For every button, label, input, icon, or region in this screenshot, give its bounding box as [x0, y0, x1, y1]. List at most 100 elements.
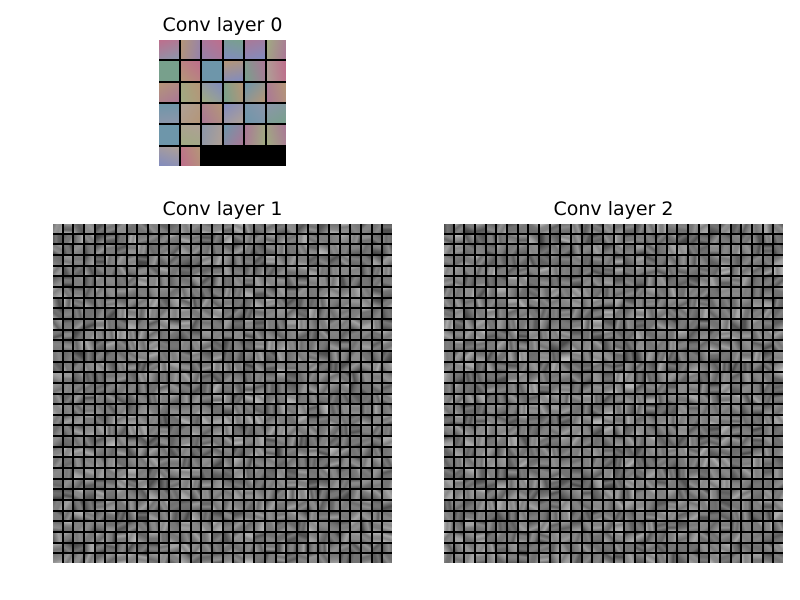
filter-tile — [212, 383, 222, 393]
filter-tile — [678, 383, 688, 393]
filter-tile — [298, 298, 307, 308]
filter-tile — [372, 501, 382, 510]
filter-tile — [351, 287, 361, 297]
filter-tile — [330, 277, 339, 286]
filter-tile — [276, 266, 286, 276]
filter-tile — [465, 426, 474, 436]
filter-tile — [170, 383, 179, 393]
filter-tile — [689, 543, 698, 553]
filter-tile — [635, 277, 645, 286]
filter-tile — [148, 479, 158, 489]
filter-tile — [561, 447, 570, 457]
filter-tile — [774, 341, 783, 350]
filter-tile — [571, 341, 581, 350]
filter-tile — [234, 287, 243, 297]
filter-tile — [625, 405, 634, 414]
filter-tile — [362, 501, 371, 510]
filter-tile — [202, 309, 211, 318]
filter-tile — [539, 511, 549, 521]
filter-tile — [507, 341, 517, 350]
filter-tile — [465, 511, 474, 521]
filter-tile — [731, 522, 741, 532]
filter-tile — [678, 394, 688, 404]
filter-tile — [234, 426, 243, 436]
filter-tile — [223, 405, 233, 414]
filter-tile — [223, 277, 233, 286]
filter-tile — [180, 511, 190, 521]
filter-tile — [539, 458, 549, 468]
filter-tile — [571, 277, 581, 286]
filter-tile — [372, 383, 382, 393]
filter-tile — [753, 543, 762, 553]
filter-tile — [330, 533, 339, 542]
filter-tile — [95, 309, 105, 318]
filter-tile — [287, 245, 297, 254]
filter-tile — [603, 533, 613, 542]
filter-tile — [170, 287, 179, 297]
filter-tile — [731, 426, 741, 436]
filter-tile — [635, 501, 645, 510]
filter-tile — [202, 479, 211, 489]
filter-tile — [202, 501, 211, 510]
filter-tile — [550, 298, 560, 308]
filter-tile — [475, 266, 485, 276]
filter-tile — [138, 234, 147, 244]
filter-tile — [116, 479, 126, 489]
filter-tile — [646, 224, 656, 233]
filter-tile — [614, 501, 624, 510]
filter-tile — [127, 490, 137, 500]
filter-tile — [731, 437, 741, 446]
filter-tile — [603, 309, 613, 318]
filter-tile — [497, 255, 506, 265]
filter-tile — [244, 255, 254, 265]
filter-tile — [276, 426, 286, 436]
filter-tile — [603, 522, 613, 532]
filter-tile — [763, 437, 773, 446]
filter-tile — [529, 405, 538, 414]
filter-tile — [74, 522, 83, 532]
filter-tile — [234, 490, 243, 500]
filter-tile — [561, 245, 570, 254]
filter-tile — [529, 469, 538, 478]
filter-tile — [475, 469, 485, 478]
filter-tile — [657, 319, 666, 329]
filter-tile — [106, 341, 115, 350]
filter-tile — [593, 351, 602, 361]
filter-tile — [614, 266, 624, 276]
filter-tile — [571, 351, 581, 361]
filter-tile — [561, 543, 570, 553]
filter-tile — [212, 543, 222, 553]
filter-tile — [116, 298, 126, 308]
filter-tile — [234, 341, 243, 350]
filter-tile — [191, 501, 201, 510]
filter-tile — [148, 511, 158, 521]
filter-tile — [159, 245, 169, 254]
filter-tile — [561, 277, 570, 286]
filter-tile — [53, 287, 62, 297]
filter-tile — [539, 469, 549, 478]
filter-tile — [486, 437, 496, 446]
filter-tile — [539, 447, 549, 457]
filter-tile — [507, 351, 517, 361]
filter-tile — [444, 287, 453, 297]
filter-tile — [721, 394, 730, 404]
filter-tile — [689, 234, 698, 244]
filter-tile — [180, 298, 190, 308]
filter-tile — [507, 458, 517, 468]
filter-tile — [657, 458, 666, 468]
filter-tile — [689, 426, 698, 436]
filter-tile — [372, 522, 382, 532]
filter-tile — [657, 501, 666, 510]
filter-tile — [710, 501, 720, 510]
filter-tile — [383, 469, 392, 478]
filter-tile — [276, 383, 286, 393]
filter-tile — [475, 330, 485, 340]
filter-tile — [710, 437, 720, 446]
filter-tile — [657, 543, 666, 553]
filter-tile — [539, 277, 549, 286]
filter-tile — [699, 277, 709, 286]
filter-tile — [699, 543, 709, 553]
filter-tile — [330, 319, 339, 329]
filter-tile — [202, 522, 211, 532]
filter-tile — [330, 255, 339, 265]
